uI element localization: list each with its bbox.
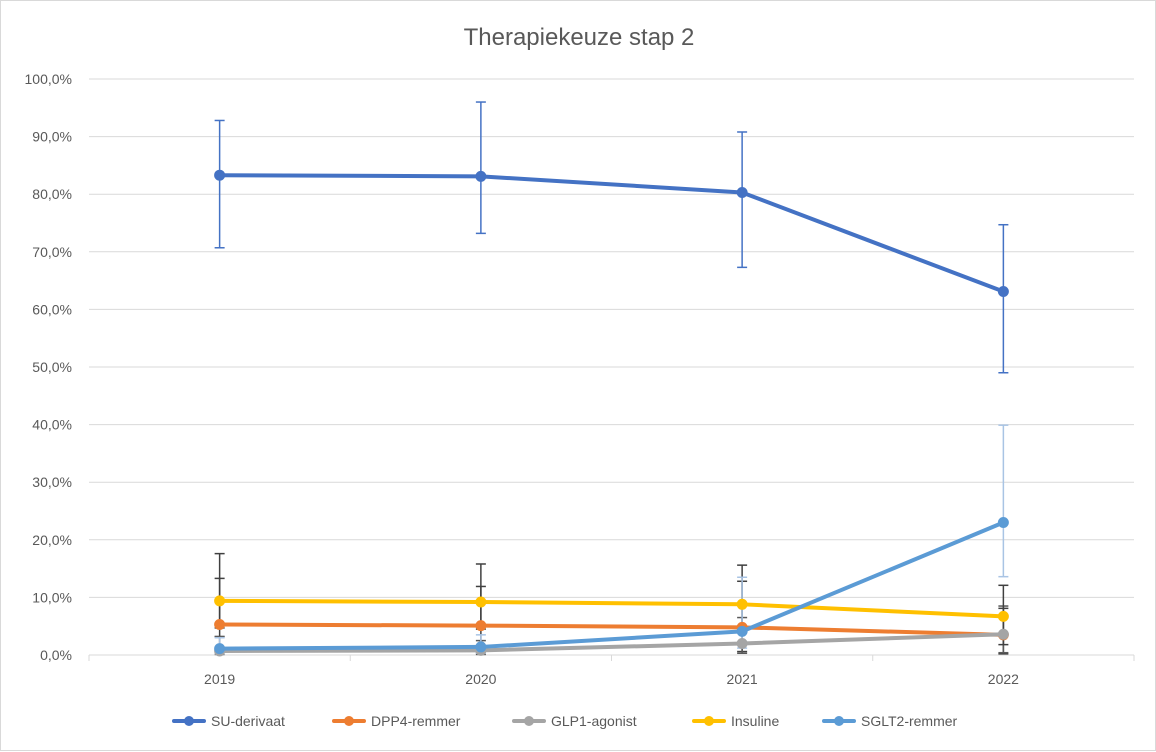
series-line [217, 622, 1006, 637]
legend-item: SU-derivaat [172, 713, 285, 729]
y-tick-label: 10,0% [32, 589, 72, 605]
y-tick-label: 40,0% [32, 417, 72, 433]
data-point [475, 620, 487, 632]
data-point [997, 286, 1009, 298]
x-tick-label: 2021 [727, 671, 758, 687]
data-point [997, 517, 1009, 529]
legend-swatch-marker [524, 716, 534, 726]
series-line [217, 632, 1006, 653]
legend-label: Insuline [731, 713, 779, 729]
gridlines [89, 78, 1134, 598]
y-tick-label: 0,0% [40, 647, 72, 663]
legend-swatch-marker [834, 716, 844, 726]
data-point [475, 641, 487, 653]
legend-item: SGLT2-remmer [822, 713, 958, 729]
x-tick-label: 2020 [465, 671, 496, 687]
y-tick-label: 30,0% [32, 474, 72, 490]
legend-label: SU-derivaat [211, 713, 285, 729]
chart-title: Therapiekeuze stap 2 [464, 24, 695, 51]
data-point [736, 625, 748, 637]
y-tick-label: 100,0% [25, 71, 72, 87]
x-tick-label: 2022 [988, 671, 1019, 687]
data-point [736, 186, 748, 198]
data-point [475, 170, 487, 182]
legend-label: DPP4-remmer [371, 713, 461, 729]
legend-item: GLP1-agonist [512, 713, 637, 729]
y-tick-label: 50,0% [32, 359, 72, 375]
y-tick-label: 80,0% [32, 186, 72, 202]
data-point [475, 596, 487, 608]
legend-item: Insuline [692, 713, 779, 729]
data-point [997, 628, 1009, 640]
legend-swatch-marker [344, 716, 354, 726]
legend-swatch-marker [184, 716, 194, 726]
data-point [214, 595, 226, 607]
legend-label: GLP1-agonist [551, 713, 637, 729]
y-tick-label: 70,0% [32, 244, 72, 260]
data-point [214, 618, 226, 630]
legend-label: SGLT2-remmer [861, 713, 958, 729]
y-tick-label: 20,0% [32, 532, 72, 548]
series-line [217, 173, 1006, 294]
series-line [217, 520, 1006, 651]
y-tick-label: 60,0% [32, 301, 72, 317]
x-tick-label: 2019 [204, 671, 235, 687]
legend-item: DPP4-remmer [332, 713, 461, 729]
axes: 0,0% 10,0% 20,0% 30,0% 40,0% 50,0% 60,0% 70,0% 8… [25, 71, 1135, 687]
legend: SU-derivaat DPP4-remmer GLP1-agonist Insuli… [172, 713, 958, 729]
data-point [736, 637, 748, 649]
data-point [214, 643, 226, 655]
data-point [997, 610, 1009, 622]
legend-swatch-marker [704, 716, 714, 726]
y-tick-label: 90,0% [32, 129, 72, 145]
series-lines [214, 169, 1009, 657]
data-point [214, 169, 226, 181]
series-line [217, 598, 1006, 619]
data-point [736, 598, 748, 610]
